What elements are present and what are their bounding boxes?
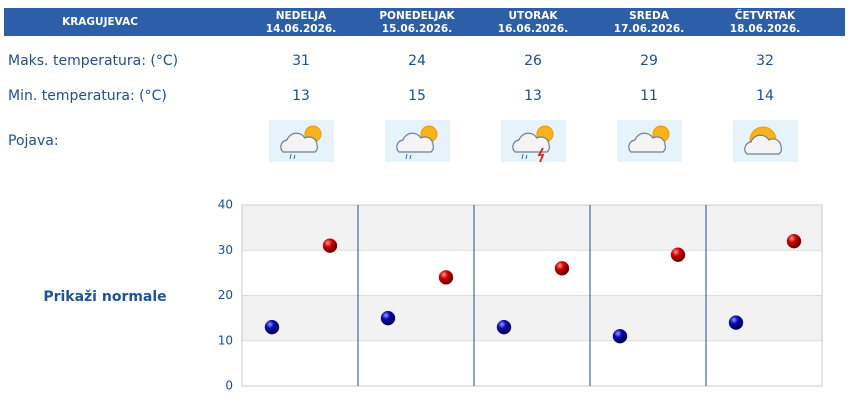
day-name: ČETVRTAK: [735, 9, 796, 22]
day-name: NEDELJA: [276, 10, 327, 22]
cloud: [628, 132, 667, 153]
row-label: Pojava:: [8, 133, 59, 149]
weather-icon: [733, 120, 798, 162]
city: KRAGUJEVAC: [62, 16, 138, 28]
temperature-value: 11: [640, 88, 658, 104]
min-point: [728, 315, 744, 330]
temperature-value: 13: [524, 88, 542, 104]
cloud: [280, 132, 319, 153]
cloud: [512, 132, 551, 153]
y-tick-label: 40: [218, 198, 233, 212]
plot-border: [241, 204, 823, 387]
max-point: [554, 261, 570, 276]
rain: [405, 153, 412, 160]
min-point: [380, 310, 396, 326]
temperature-value: 15: [408, 88, 426, 104]
show-normals-link[interactable]: Prikaži normale: [43, 289, 166, 305]
rain: [521, 153, 528, 160]
min-point: [496, 319, 512, 335]
y-tick-label: 0: [225, 379, 233, 393]
grid-band: [242, 205, 822, 251]
temperature-value: 32: [756, 53, 774, 69]
day-date: 17.06.2026.: [614, 23, 684, 35]
day-name: SREDA: [629, 10, 670, 22]
day-date: 15.06.2026.: [382, 23, 452, 35]
row-label: Min. temperatura: (°C): [8, 88, 167, 104]
y-tick-label: 10: [218, 333, 233, 347]
temperature-chart: 0 10 20 30 40: [218, 198, 823, 393]
temperature-value: 13: [292, 88, 310, 104]
lightning: [537, 147, 545, 163]
day-name: UTORAK: [509, 10, 559, 22]
max-point: [670, 247, 686, 263]
temperature-value: 31: [292, 53, 310, 69]
day-date: 18.06.2026.: [730, 23, 800, 35]
max-point: [786, 233, 802, 249]
min-point: [612, 328, 628, 344]
rain: [289, 153, 296, 160]
day-date: 16.06.2026.: [498, 23, 568, 35]
y-tick-label: 20: [218, 288, 233, 302]
row-label: Maks. temperatura: (°C): [8, 53, 178, 69]
grid-band: [242, 295, 822, 341]
header-bar: [4, 8, 845, 36]
weather-icon: [269, 120, 334, 162]
max-point: [322, 238, 338, 253]
temperature-value: 29: [640, 53, 658, 69]
weather-icon: [617, 120, 682, 162]
y-tick-label: 30: [218, 243, 233, 257]
day-name: PONEDELJAK: [379, 10, 455, 22]
min-point: [264, 319, 280, 335]
temperature-value: 24: [408, 53, 426, 69]
weather-icon: [385, 120, 450, 162]
max-point: [438, 270, 454, 285]
temperature-value: 26: [524, 53, 542, 69]
day-date: 14.06.2026.: [266, 23, 336, 35]
cloud: [744, 134, 783, 155]
cloud: [396, 132, 435, 153]
weather-icon: [501, 120, 566, 163]
temperature-value: 14: [756, 88, 774, 104]
